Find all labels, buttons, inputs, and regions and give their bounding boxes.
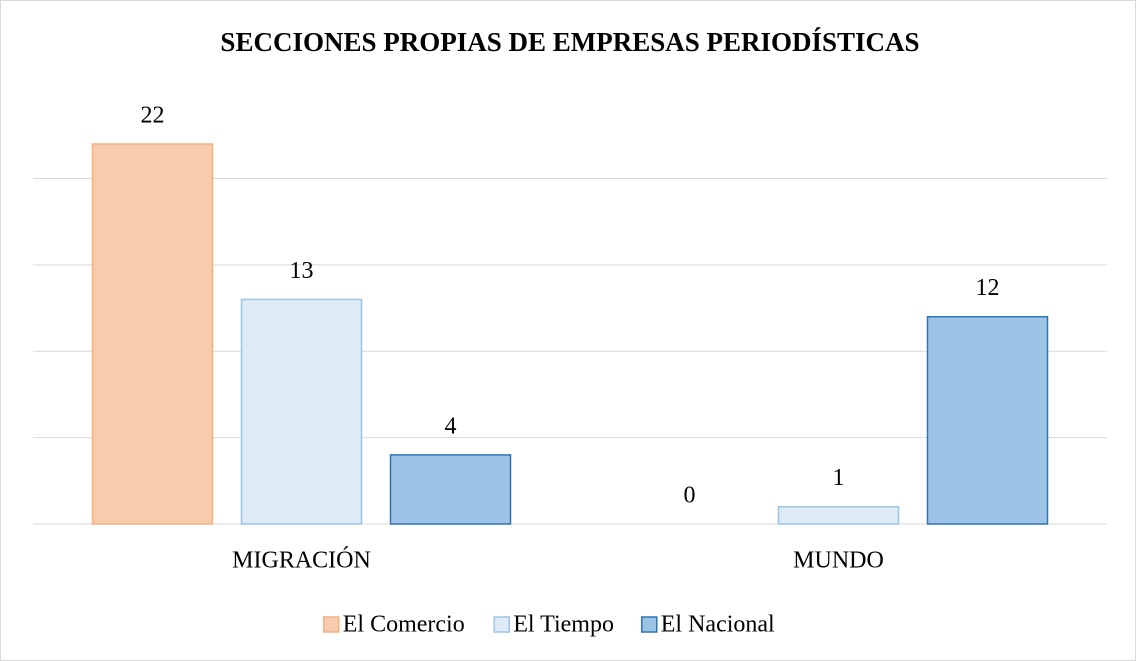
bar [926,315,1049,525]
legend-label: El Nacional [661,612,775,638]
data-label: 1 [833,465,845,491]
bar [389,454,512,525]
data-label: 4 [445,413,457,439]
x-tick-label: MIGRACIÓN [232,547,371,574]
legend-swatch [641,616,658,633]
legend-swatch [323,616,340,633]
bar [91,143,214,525]
legend-label: El Tiempo [513,612,614,638]
bar [777,505,900,525]
x-tick-label: MUNDO [793,548,884,574]
legend-label: El Comercio [343,612,465,638]
legend-swatch [493,616,510,633]
bar [240,298,363,525]
data-label: 12 [976,275,1000,301]
data-label: 0 [684,483,696,509]
data-label: 22 [141,103,165,129]
chart-title: SECCIONES PROPIAS DE EMPRESAS PERIODÍSTI… [220,27,919,57]
data-label: 13 [290,258,314,284]
